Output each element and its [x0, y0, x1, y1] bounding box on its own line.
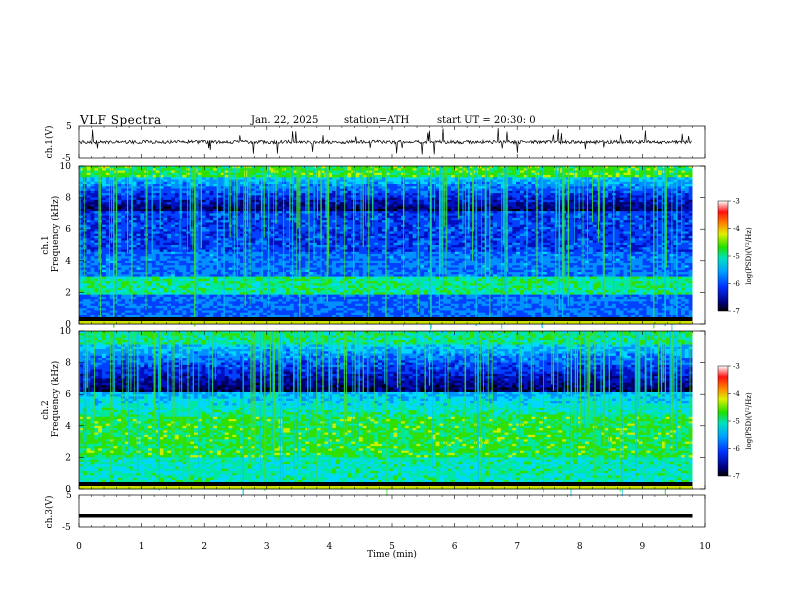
ch1-spectrogram: [79, 166, 705, 331]
